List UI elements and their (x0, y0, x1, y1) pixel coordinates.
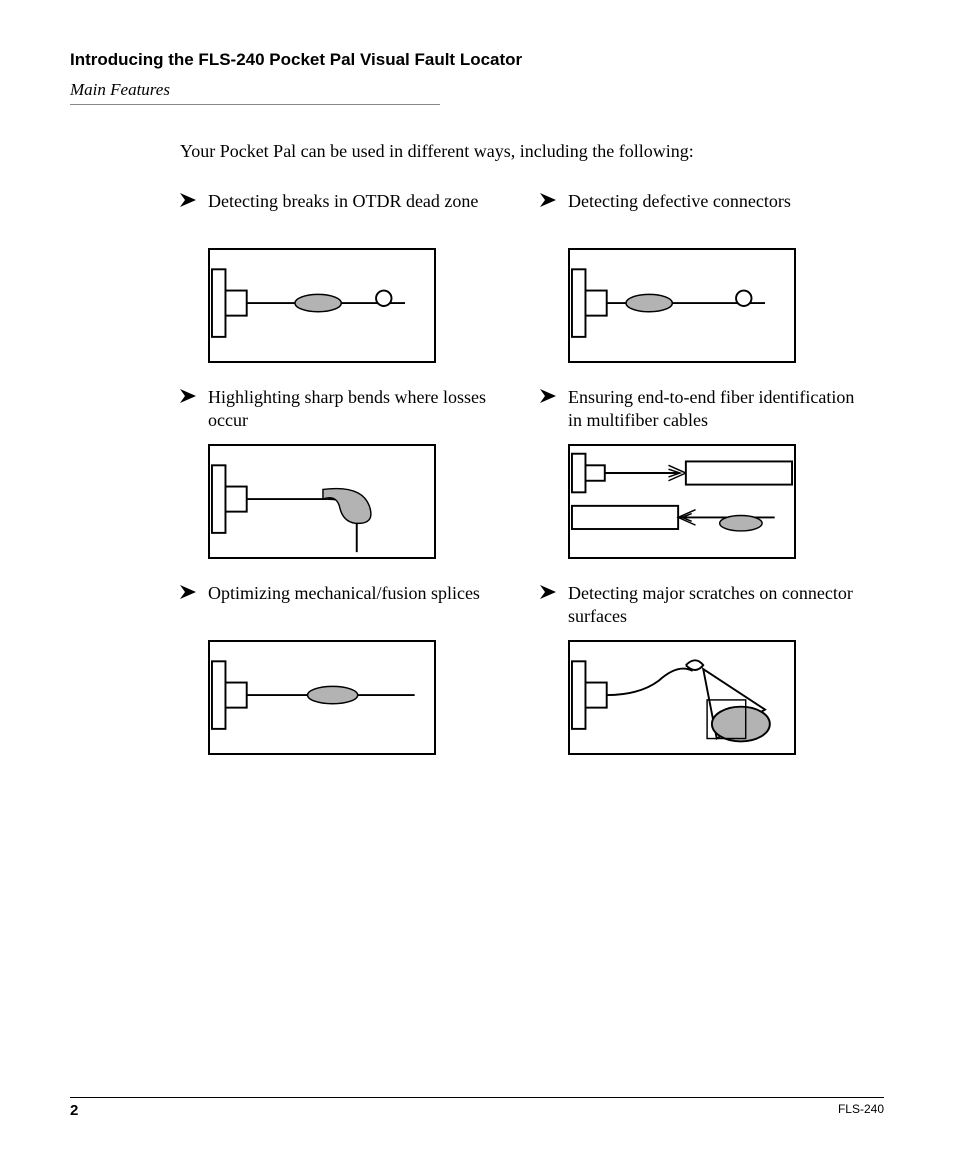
header-rule (70, 104, 440, 105)
feature-item: Detecting breaks in OTDR dead zone (180, 190, 500, 368)
bullet-arrow-icon (180, 389, 198, 405)
feature-columns: Detecting breaks in OTDR dead zone Highl… (180, 190, 884, 778)
feature-item: Detecting major scratches on connector s… (540, 582, 860, 760)
page-heading: Introducing the FLS-240 Pocket Pal Visua… (70, 50, 884, 70)
feature-label: Detecting defective connectors (568, 190, 791, 213)
feature-item: Highlighting sharp bends where losses oc… (180, 386, 500, 564)
diagram-bend (208, 444, 436, 559)
feature-item: Optimizing mechanical/fusion splices (180, 582, 500, 760)
feature-label: Optimizing mechanical/fusion splices (208, 582, 480, 605)
bullet-arrow-icon (540, 389, 558, 405)
feature-item: Detecting defective connectors (540, 190, 860, 368)
feature-label: Ensuring end-to-end fiber identification… (568, 386, 860, 431)
bullet-arrow-icon (180, 193, 198, 209)
diagram-break (208, 248, 436, 363)
page-subheading: Main Features (70, 80, 884, 100)
footer-rule (70, 1097, 884, 1098)
bullet-arrow-icon (540, 585, 558, 601)
feature-item: Ensuring end-to-end fiber identification… (540, 386, 860, 564)
diagram-splice (208, 640, 436, 755)
diagram-multifiber (568, 444, 796, 559)
page-footer: 2 FLS-240 (70, 1097, 884, 1119)
bullet-arrow-icon (540, 193, 558, 209)
intro-text: Your Pocket Pal can be used in different… (180, 141, 884, 162)
diagram-scratch (568, 640, 796, 755)
feature-label: Highlighting sharp bends where losses oc… (208, 386, 500, 431)
model-label: FLS-240 (838, 1102, 884, 1119)
diagram-connector (568, 248, 796, 363)
right-column: Detecting defective connectors Ensuring … (540, 190, 860, 778)
feature-label: Detecting breaks in OTDR dead zone (208, 190, 478, 213)
page-number: 2 (70, 1102, 78, 1119)
bullet-arrow-icon (180, 585, 198, 601)
left-column: Detecting breaks in OTDR dead zone Highl… (180, 190, 500, 778)
feature-label: Detecting major scratches on connector s… (568, 582, 860, 627)
